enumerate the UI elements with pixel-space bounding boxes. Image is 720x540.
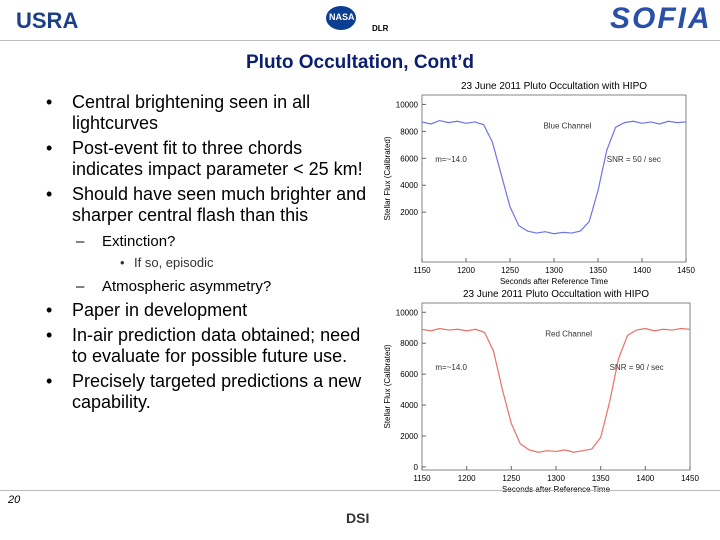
y-tick-label: 6000 — [400, 370, 418, 379]
x-axis-label: Seconds after Reference Time — [500, 277, 609, 286]
x-tick-label: 1350 — [592, 474, 610, 483]
x-tick-label: 1300 — [545, 266, 563, 275]
data-line — [421, 119, 687, 235]
bullet: – Atmospheric asymmetry? — [40, 277, 370, 296]
annotation: m=~14.0 — [435, 155, 467, 164]
data-line — [421, 327, 691, 453]
sofia-logo: SOFIA — [610, 2, 712, 35]
x-tick-label: 1350 — [589, 266, 607, 275]
annotation: m=~14.0 — [435, 363, 467, 372]
y-tick-label: 10000 — [396, 100, 419, 109]
bullet-text: Post-event fit to three chords indicates… — [72, 138, 363, 179]
y-tick-label: 8000 — [400, 127, 418, 136]
x-tick-label: 1200 — [457, 266, 475, 275]
usra-logo: USRA — [16, 8, 79, 33]
plot-frame — [421, 302, 691, 471]
bullet-marker: • — [46, 325, 53, 345]
nasa-badge — [326, 6, 356, 30]
y-tick-label: 4000 — [400, 401, 418, 410]
chart-title: 23 June 2011 Pluto Occultation with HIPO — [463, 289, 649, 300]
page-number: 20 — [8, 494, 21, 506]
plot-frame — [421, 94, 687, 263]
y-tick-label: 10000 — [396, 308, 419, 317]
y-axis-label: Stellar Flux (Calibrated) — [383, 136, 392, 220]
bullet: – Extinction? — [40, 232, 370, 251]
y-tick-label: 0 — [414, 463, 419, 472]
bullet-marker: • — [46, 138, 53, 158]
annotation: Blue Channel — [543, 121, 591, 130]
bullet-text: Extinction? — [102, 233, 176, 250]
bullet: • Precisely targeted predictions a new ca… — [40, 371, 370, 413]
bullet: • Paper in development — [40, 300, 370, 321]
bullet: • In-air prediction data obtained; need t… — [40, 325, 370, 367]
header-band — [0, 0, 720, 41]
y-tick-label: 6000 — [400, 154, 418, 163]
bullet-marker: • — [46, 300, 53, 320]
annotation: SNR = 90 / sec — [610, 363, 664, 372]
bullet-text: Central brightening seen in all lightcur… — [72, 92, 311, 133]
bullet-text: Atmospheric asymmetry? — [102, 278, 272, 295]
bullet: • If so, episodic — [40, 255, 370, 271]
y-axis-label: Stellar Flux (Calibrated) — [383, 344, 392, 428]
x-tick-label: 1450 — [677, 266, 695, 275]
y-tick-label: 2000 — [400, 208, 418, 217]
y-tick-label: 2000 — [400, 432, 418, 441]
bullet-text: Should have seen much brighter and sharp… — [72, 184, 367, 225]
footer-line — [0, 490, 720, 491]
bullet-marker: • — [46, 92, 53, 112]
x-tick-label: 1250 — [502, 474, 520, 483]
x-axis-label: Seconds after Reference Time — [502, 485, 611, 494]
x-tick-label: 1450 — [681, 474, 699, 483]
y-tick-label: 8000 — [400, 339, 418, 348]
bullet-marker: • — [46, 371, 53, 391]
annotation: Red Channel — [545, 329, 592, 338]
x-tick-label: 1400 — [633, 266, 651, 275]
bullet: • Post-event fit to three chords indicate… — [40, 138, 370, 180]
bullet: • Should have seen much brighter and shar… — [40, 184, 370, 226]
x-tick-label: 1400 — [636, 474, 654, 483]
slide-title: Pluto Occultation, Cont’d — [246, 52, 474, 73]
x-tick-label: 1250 — [501, 266, 519, 275]
annotation: SNR = 50 / sec — [607, 155, 661, 164]
bullet-marker: – — [76, 278, 85, 295]
bullet-text: Precisely targeted predictions a new cap… — [72, 371, 362, 412]
bullet-marker: – — [76, 233, 85, 250]
bullet: • Central brightening seen in all lightcu… — [40, 92, 370, 134]
bullet-text: If so, episodic — [134, 255, 214, 270]
bullet-list: • Central brightening seen in all lightcu… — [40, 92, 370, 417]
dlr-logo: DLR — [372, 24, 389, 33]
bullet-text: In-air prediction data obtained; need to… — [72, 325, 361, 366]
bullet-marker: • — [120, 255, 125, 270]
nasa-logo: NASA — [329, 12, 355, 22]
x-tick-label: 1150 — [413, 474, 431, 483]
x-tick-label: 1300 — [547, 474, 565, 483]
footer-logo: DSI — [346, 510, 370, 526]
y-tick-label: 4000 — [400, 181, 418, 190]
chart-title: 23 June 2011 Pluto Occultation with HIPO — [461, 81, 647, 92]
x-tick-label: 1200 — [458, 474, 476, 483]
bullet-text: Paper in development — [72, 300, 248, 320]
bullet-marker: • — [46, 184, 53, 204]
x-tick-label: 1150 — [413, 266, 431, 275]
